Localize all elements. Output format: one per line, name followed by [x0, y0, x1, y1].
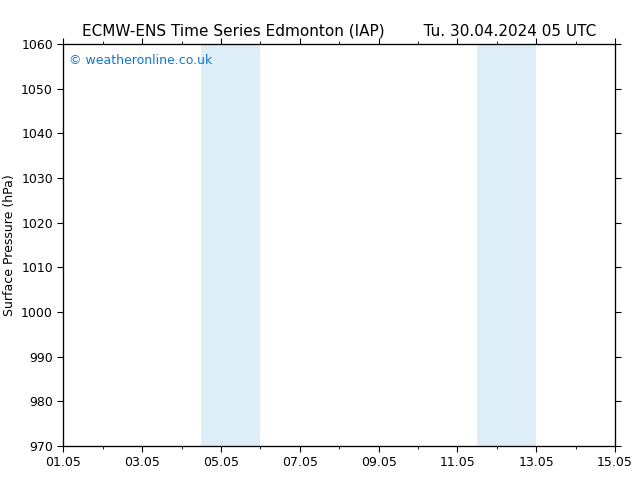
Title: ECMW-ENS Time Series Edmonton (IAP)        Tu. 30.04.2024 05 UTC: ECMW-ENS Time Series Edmonton (IAP) Tu. …	[82, 24, 597, 39]
Y-axis label: Surface Pressure (hPa): Surface Pressure (hPa)	[3, 174, 16, 316]
Text: © weatheronline.co.uk: © weatheronline.co.uk	[69, 54, 212, 67]
Bar	[477, 44, 536, 446]
Bar	[202, 44, 261, 446]
